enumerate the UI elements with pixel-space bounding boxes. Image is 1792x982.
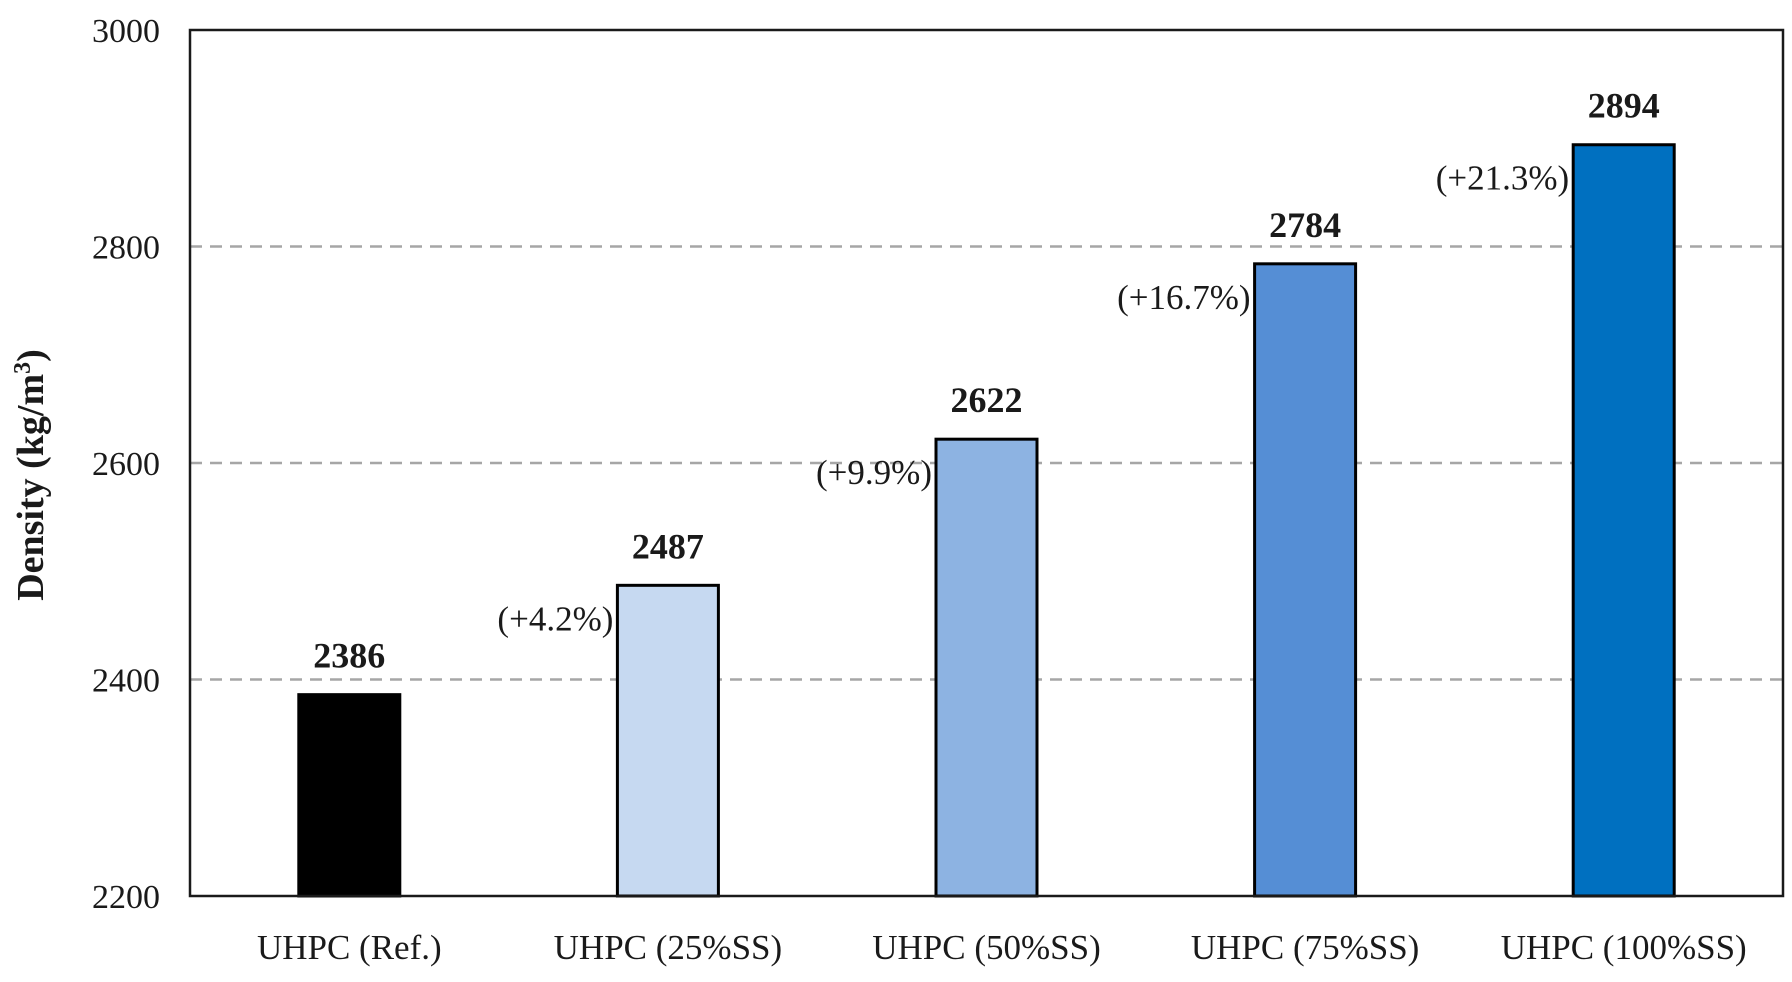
x-category-label: UHPC (25%SS) (554, 928, 783, 967)
value-label: 2386 (313, 636, 385, 676)
bars (297, 143, 1676, 898)
y-axis-ticks: 2200 2400 2600 2800 3000 (92, 13, 160, 916)
y-tick-label: 2800 (92, 230, 160, 267)
percent-change-label: (+4.2%) (497, 599, 613, 638)
bar (1253, 262, 1358, 898)
bar (934, 437, 1039, 898)
bar (615, 583, 720, 898)
y-tick-label: 2200 (92, 879, 160, 916)
x-axis-categories: UHPC (Ref.) UHPC (25%SS) UHPC (50%SS) UHPC … (257, 928, 1747, 967)
bar (297, 693, 402, 898)
y-axis-label-main: Density (kg/m (10, 374, 52, 601)
x-category-label: UHPC (Ref.) (257, 928, 442, 967)
y-tick-label: 2400 (92, 663, 160, 700)
value-label: 2622 (951, 380, 1023, 420)
y-tick-label: 2600 (92, 446, 160, 483)
value-label: 2894 (1588, 86, 1660, 126)
percent-change-label: (+9.9%) (816, 453, 932, 492)
x-category-label: UHPC (100%SS) (1501, 928, 1747, 967)
x-category-label: UHPC (50%SS) (872, 928, 1101, 967)
percent-change-label: (+21.3%) (1436, 159, 1569, 198)
plot-area-frame (188, 28, 1785, 898)
data-labels: 2386 2487 (+4.2%) 2622 (+9.9%) 2784 (+16.7%) 28… (313, 86, 1659, 676)
grid-lines (190, 245, 1783, 681)
y-axis-label-close: ) (10, 349, 52, 362)
bar (1571, 143, 1676, 898)
value-label: 2784 (1269, 205, 1341, 245)
y-axis-label: Density (kg/m3) (10, 349, 52, 601)
value-label: 2487 (632, 526, 704, 566)
y-axis-label-superscript: 3 (10, 362, 36, 374)
x-category-label: UHPC (75%SS) (1191, 928, 1420, 967)
y-tick-label: 3000 (92, 13, 160, 50)
percent-change-label: (+16.7%) (1117, 278, 1250, 317)
